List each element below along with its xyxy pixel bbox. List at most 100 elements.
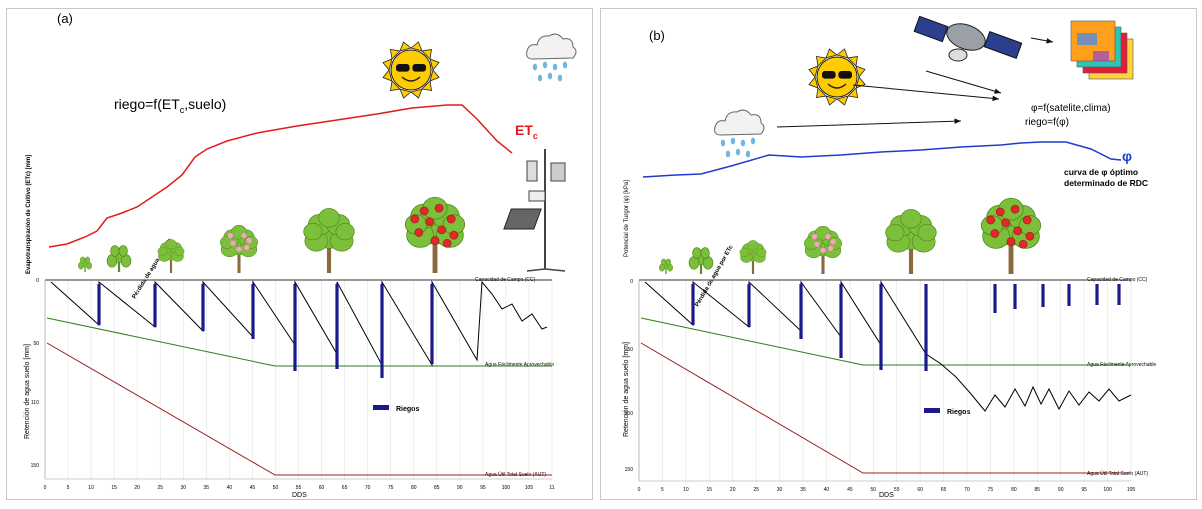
rain-drop [725, 150, 731, 158]
arrow-cloud [776, 120, 962, 128]
sun-ray [399, 41, 412, 52]
irrigation-bar [430, 284, 434, 364]
tree-apple [442, 238, 452, 248]
x-tick-label: 0 [638, 487, 641, 493]
sun-icon [808, 48, 866, 106]
irrigation-bar [1013, 284, 1017, 309]
x-tick-label: 35 [204, 485, 210, 491]
tree-icon [688, 247, 714, 274]
x-tick-label: 60 [917, 487, 923, 493]
rain-drop [532, 63, 538, 71]
y-label-phi: Potencial de Turgor (φ) [kPa] [624, 180, 630, 257]
afa-label: Agua Fácilmente Aprovechable [485, 362, 554, 368]
x-tick-label: 65 [941, 487, 947, 493]
tree-icon [804, 226, 842, 274]
x-tick-label: 11 [549, 485, 554, 491]
rain-drop [542, 61, 548, 69]
tree-apple [437, 225, 447, 235]
y-label-soil: Retención de agua suelo [mm] [24, 344, 31, 439]
sun-ray [808, 76, 819, 89]
sun-ray [429, 69, 440, 82]
y-tick-label: 50 [627, 347, 633, 353]
rain-drop [557, 74, 563, 82]
x-tick-label: 70 [365, 485, 371, 491]
tree-apple [995, 207, 1005, 217]
irrigation-bar [799, 284, 803, 339]
sun-ray [389, 49, 401, 60]
irrigation-bar [1117, 284, 1121, 305]
rain-drop [552, 63, 558, 71]
tree-icon [303, 208, 355, 273]
satellite-icon [913, 15, 1023, 62]
rain-drop [547, 72, 553, 80]
tree-leaf [900, 209, 922, 229]
irrigation-bar [924, 284, 928, 371]
tree-trunk [84, 264, 86, 272]
tree-leaf [739, 247, 750, 257]
tree-icon [404, 196, 466, 273]
x-tick-label: 15 [111, 485, 117, 491]
station-box [550, 162, 566, 182]
x-tick-label: 15 [707, 487, 713, 493]
x-tick-label: 35 [800, 487, 806, 493]
afa-line [640, 317, 1131, 366]
arrow-map-head [1046, 38, 1053, 44]
irrigation-bar [335, 284, 339, 369]
x-tick-label: 5 [67, 485, 70, 491]
x-tick-label: 0 [44, 485, 47, 491]
map-patch [1093, 51, 1109, 61]
tree-trunk [1008, 244, 1014, 274]
tree-icon [980, 197, 1042, 274]
tree-trunk [169, 259, 173, 273]
panel-b: (b) φ=f(satelite,clima) riego=f(φ) φ cur… [600, 8, 1197, 500]
afa-line [46, 317, 552, 367]
tree-flower [811, 233, 818, 240]
tree-flower [246, 237, 253, 244]
irrigation-bar [201, 284, 205, 331]
station-logger [528, 190, 546, 202]
tree-apple [425, 217, 434, 227]
y-tick-label: 100 [625, 411, 634, 417]
irrigation-bar [97, 284, 101, 325]
tree-leaf [747, 240, 759, 251]
arrow-sun [852, 84, 1000, 100]
irrigation-bar [691, 284, 695, 325]
sun-ray [825, 48, 838, 59]
y-tick-label: 0 [630, 279, 633, 285]
x-tick-label: 30 [180, 485, 186, 491]
arrow-cloud-head [954, 118, 961, 124]
rain-drop [745, 150, 751, 158]
tree-apple [414, 228, 424, 237]
sun-ray [825, 95, 838, 106]
tree-icon [220, 225, 258, 273]
tree-flower [227, 232, 234, 239]
rain-drop [562, 61, 568, 69]
tree-flower [825, 233, 831, 240]
satellite-body [946, 23, 986, 51]
tree-apple [990, 229, 1000, 238]
tree-icon [157, 239, 185, 273]
tree-flower [243, 244, 250, 251]
map-patch [1077, 33, 1097, 45]
tree-leaf [318, 208, 340, 228]
sun-smile [827, 83, 847, 89]
cloud-shape [526, 33, 577, 60]
tree-leaf [756, 247, 767, 257]
tree-leaf [335, 222, 355, 241]
sun-ray [421, 80, 433, 91]
panel-a: (a) riego=f(ETc,suelo) ETc Evapotranspir… [6, 8, 593, 500]
sun-face [390, 49, 432, 91]
tree-leaf [84, 256, 91, 264]
irrigation-bar [251, 284, 255, 339]
sunglasses-right [412, 64, 426, 72]
x-tick-label: 55 [296, 485, 302, 491]
sunglasses-left [396, 64, 410, 72]
rain-drop [740, 139, 746, 147]
rain-cloud-icon [714, 109, 765, 158]
x-tick-label: 105 [525, 485, 534, 491]
sun-ray [410, 41, 423, 52]
solar-wing-right [983, 31, 1023, 59]
sun-ray [399, 88, 412, 99]
tree-leaf [118, 245, 128, 257]
x-tick-label: 95 [480, 485, 486, 491]
